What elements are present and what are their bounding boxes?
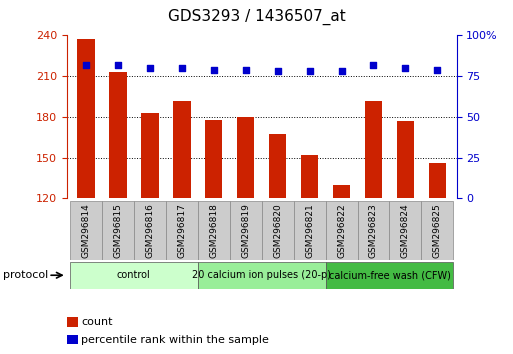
Point bbox=[401, 65, 409, 71]
Text: GSM296821: GSM296821 bbox=[305, 204, 314, 258]
Text: GSM296825: GSM296825 bbox=[433, 204, 442, 258]
Bar bbox=[293, 201, 326, 260]
Text: GSM296815: GSM296815 bbox=[113, 203, 122, 258]
Bar bbox=[198, 262, 326, 289]
Bar bbox=[173, 101, 190, 198]
Bar bbox=[77, 40, 95, 198]
Text: GDS3293 / 1436507_at: GDS3293 / 1436507_at bbox=[168, 9, 345, 25]
Bar bbox=[326, 201, 358, 260]
Point bbox=[242, 67, 250, 73]
Text: GSM296823: GSM296823 bbox=[369, 204, 378, 258]
Text: GSM296817: GSM296817 bbox=[177, 203, 186, 258]
Bar bbox=[102, 201, 134, 260]
Point bbox=[177, 65, 186, 71]
Text: 20 calcium ion pulses (20-p): 20 calcium ion pulses (20-p) bbox=[192, 270, 331, 280]
Point bbox=[210, 67, 218, 73]
Bar bbox=[134, 201, 166, 260]
Text: GSM296814: GSM296814 bbox=[82, 204, 90, 258]
Point bbox=[369, 62, 378, 68]
Bar bbox=[428, 163, 446, 198]
Bar bbox=[365, 101, 382, 198]
Point bbox=[146, 65, 154, 71]
Bar bbox=[198, 201, 230, 260]
Point bbox=[305, 68, 313, 74]
Bar bbox=[262, 201, 293, 260]
Point bbox=[114, 62, 122, 68]
Bar bbox=[397, 121, 414, 198]
Bar bbox=[301, 155, 319, 198]
Bar bbox=[70, 201, 102, 260]
Point bbox=[82, 62, 90, 68]
Point bbox=[433, 67, 442, 73]
Bar bbox=[205, 120, 223, 198]
Text: GSM296816: GSM296816 bbox=[145, 203, 154, 258]
Text: control: control bbox=[117, 270, 151, 280]
Point bbox=[338, 68, 346, 74]
Bar bbox=[269, 135, 286, 198]
Bar bbox=[358, 201, 389, 260]
Text: GSM296824: GSM296824 bbox=[401, 204, 410, 258]
Text: protocol: protocol bbox=[3, 270, 48, 280]
Text: GSM296820: GSM296820 bbox=[273, 204, 282, 258]
Bar bbox=[70, 262, 198, 289]
Text: GSM296818: GSM296818 bbox=[209, 203, 218, 258]
Bar bbox=[326, 262, 453, 289]
Text: percentile rank within the sample: percentile rank within the sample bbox=[81, 335, 269, 345]
Bar bbox=[230, 201, 262, 260]
Bar bbox=[141, 113, 159, 198]
Bar bbox=[237, 117, 254, 198]
Point bbox=[273, 68, 282, 74]
Bar bbox=[109, 72, 127, 198]
Bar bbox=[389, 201, 421, 260]
Text: GSM296822: GSM296822 bbox=[337, 204, 346, 258]
Text: count: count bbox=[81, 317, 112, 327]
Text: calcium-free wash (CFW): calcium-free wash (CFW) bbox=[328, 270, 450, 280]
Bar bbox=[333, 185, 350, 198]
Text: GSM296819: GSM296819 bbox=[241, 203, 250, 258]
Bar bbox=[166, 201, 198, 260]
Bar bbox=[421, 201, 453, 260]
